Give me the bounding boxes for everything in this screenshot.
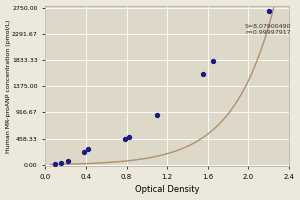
Point <box>126 135 131 138</box>
Text: S=8.07900490
r=0.99997917: S=8.07900490 r=0.99997917 <box>244 24 291 35</box>
Point <box>82 150 86 154</box>
Point <box>210 60 215 63</box>
Point <box>266 10 271 13</box>
Point <box>58 162 63 165</box>
Point <box>85 147 90 150</box>
Point <box>53 163 58 166</box>
Point <box>65 160 70 163</box>
Y-axis label: Human MR-proANP concentration (pmol/L): Human MR-proANP concentration (pmol/L) <box>6 19 10 153</box>
Point <box>122 137 127 141</box>
Point <box>200 72 205 75</box>
X-axis label: Optical Density: Optical Density <box>135 185 200 194</box>
Point <box>154 114 159 117</box>
